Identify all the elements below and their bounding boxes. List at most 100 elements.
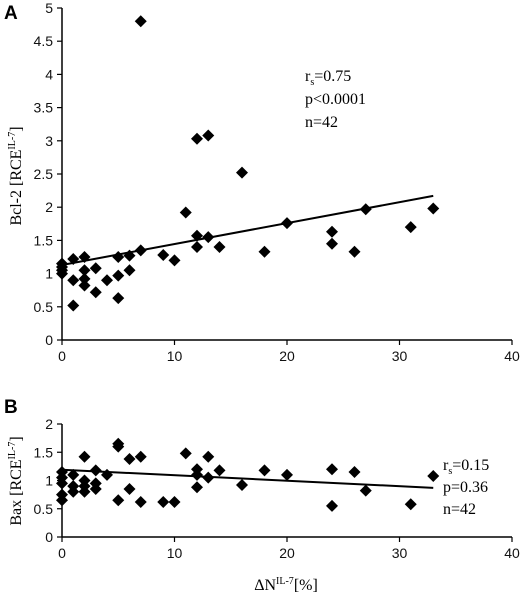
- panel-a-data-point: [326, 237, 338, 250]
- panel-b-data-point: [281, 468, 293, 481]
- panel-a-y-tick-label: 2: [45, 199, 53, 215]
- panel-a-y-tick-label: 0.5: [34, 299, 54, 315]
- panel-b-y-tick-label: 0.5: [34, 501, 54, 517]
- panel-a-data-point: [326, 225, 338, 238]
- panel-a-data-point: [281, 217, 293, 230]
- panel-a-x-tick-label: 0: [58, 348, 66, 364]
- panel-a-y-axis-label: Bcl-2 [RCEIL-7]: [7, 126, 25, 225]
- panel-b-data-point: [179, 447, 192, 460]
- panel-a-data-point: [404, 221, 417, 234]
- panel-b-data-point: [123, 482, 136, 495]
- panel-b-data-point: [191, 481, 203, 494]
- panel-b-y-tick-labels: 0 0.5 1 1.5 2: [34, 416, 62, 545]
- panel-a-y-tick-label: 0: [45, 332, 53, 348]
- panel-a-stats: rs=0.75 p<0.0001 n=42: [305, 68, 366, 131]
- panel-a-data-point: [427, 202, 440, 215]
- panel-b-x-axis-label: ΔNIL-7[%]: [254, 576, 318, 594]
- panel-a-data-point: [112, 251, 125, 263]
- panel-b-data-point: [78, 485, 91, 498]
- panel-b-data-point: [134, 450, 147, 463]
- panel-b-y-axis-label: Bax [RCEIL-7]: [7, 436, 25, 525]
- panel-a-data-point: [78, 251, 91, 263]
- panel-a: A 0 0.5 1 1.5 2 2.5 3 3.5 4 4.5 5 0 10 20 30 40 Bcl-2 …: [4, 0, 520, 364]
- panel-b-data-point: [348, 466, 361, 479]
- panel-b-p-value: p=0.36: [443, 479, 488, 496]
- panel-b-data-point: [258, 464, 271, 477]
- panel-a-n: n=42: [305, 114, 338, 131]
- panel-a-y-tick-label: 3.5: [34, 100, 54, 116]
- panel-b-data-point: [359, 484, 372, 497]
- panel-b-data-point: [123, 453, 136, 466]
- panel-a-data-point: [112, 292, 125, 305]
- panel-a-data-point: [101, 274, 113, 287]
- panel-a-data-point: [179, 206, 192, 219]
- panel-b-data-point: [168, 495, 181, 508]
- panel-b-trendline: [61, 468, 434, 489]
- panel-b-x-tick-label: 10: [167, 545, 183, 561]
- panel-b-y-tick-label: 0: [45, 529, 53, 545]
- panel-a-data-point: [78, 272, 91, 285]
- panel-a-y-tick-label: 5: [45, 0, 53, 16]
- panel-b-data-point: [89, 464, 102, 477]
- panel-a-data-point: [67, 252, 80, 265]
- panel-a-data-point: [78, 264, 91, 277]
- panel-a-data-point: [134, 244, 147, 257]
- panel-a-y-tick-label: 1.5: [34, 232, 54, 248]
- panel-b-data-point: [202, 471, 215, 484]
- panel-b-data-point: [56, 494, 68, 507]
- panel-a-data-point: [191, 229, 203, 242]
- panel-a-data-point: [67, 274, 80, 287]
- panel-b-y-tick-label: 2: [45, 416, 53, 432]
- panel-b-data-point: [112, 494, 125, 507]
- panel-a-trendline: [61, 194, 434, 266]
- panel-a-data-point: [56, 257, 68, 270]
- panel-a-x-tick-label: 30: [392, 348, 408, 364]
- panel-b-data-point: [213, 464, 226, 477]
- panel-a-data-point: [359, 203, 372, 216]
- panel-a-data-point: [134, 15, 147, 28]
- panel-b-data-point: [202, 450, 215, 463]
- panel-a-data-point: [213, 241, 226, 254]
- panel-a-x-tick-label: 20: [279, 348, 295, 364]
- panel-a-data-point: [157, 249, 170, 262]
- panel-b-data-point: [67, 485, 80, 498]
- panel-a-data-point: [191, 132, 203, 145]
- panel-b-data-point: [157, 495, 170, 508]
- panel-b-data-point: [191, 468, 203, 481]
- panel-a-rs: rs=0.75: [305, 68, 351, 88]
- panel-b-x-tick-label: 20: [279, 545, 295, 561]
- panel-a-x-tick-label: 40: [504, 348, 520, 364]
- panel-b-data-point: [89, 482, 102, 495]
- panel-b-x-tick-label: 30: [392, 545, 408, 561]
- panel-b-stats: rs=0.15 p=0.36 n=42: [443, 457, 489, 518]
- panel-a-letter: A: [4, 3, 18, 24]
- panel-a-y-tick-label: 2.5: [34, 166, 54, 182]
- panel-a-y-tick-label: 1: [45, 266, 53, 282]
- panel-a-data-point: [202, 129, 215, 142]
- panel-a-p-value: p<0.0001: [305, 91, 366, 108]
- panel-a-y-tick-label: 3: [45, 133, 53, 149]
- panel-a-data-point: [168, 254, 181, 267]
- panel-a-data-point: [123, 264, 136, 277]
- panel-b: B 0 0.5 1 1.5 2 0 10 20 30 40 Bax [RCEIL-7] ΔNIL…: [4, 397, 520, 594]
- panel-a-data-point: [78, 279, 91, 292]
- panel-a-data-point: [236, 166, 248, 179]
- panel-a-x-tick-labels: 0 10 20 30 40: [58, 340, 520, 364]
- panel-b-x-tick-label: 40: [504, 545, 520, 561]
- panel-a-data-point: [258, 245, 271, 258]
- panel-b-rs: rs=0.15: [443, 457, 489, 477]
- panel-b-data-point: [404, 498, 417, 511]
- panel-a-data-point: [123, 249, 136, 262]
- panel-a-y-tick-label: 4: [45, 66, 53, 82]
- panel-a-data-point: [67, 299, 80, 312]
- panel-b-x-tick-label: 0: [58, 545, 66, 561]
- panel-b-y-tick-label: 1.5: [34, 444, 54, 460]
- panel-a-data-point: [89, 262, 102, 275]
- panel-b-data-point: [67, 468, 80, 481]
- panel-b-data-point: [427, 469, 440, 482]
- panel-b-points: [56, 437, 440, 512]
- panel-b-letter: B: [4, 397, 18, 418]
- panel-b-data-point: [326, 499, 338, 512]
- panel-a-data-point: [112, 269, 125, 282]
